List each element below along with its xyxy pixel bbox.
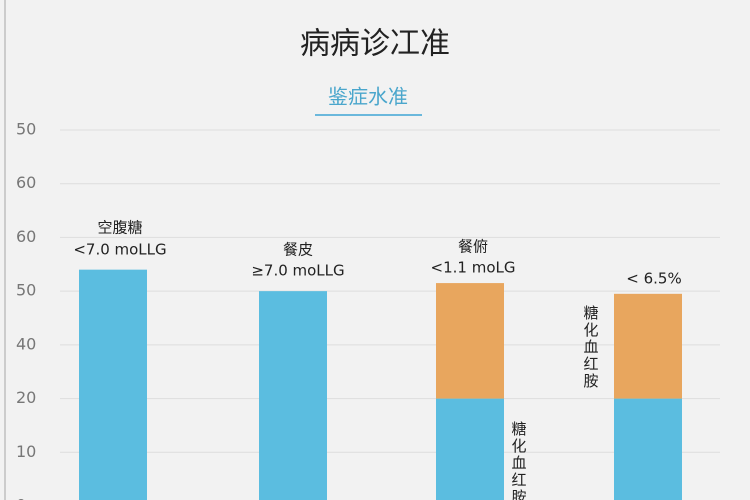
bar-segment — [614, 398, 682, 500]
annotation: <7.0 moLLG — [73, 241, 166, 259]
bar-segment — [614, 293, 682, 399]
annotation: ≥7.0 moLLG — [251, 262, 344, 280]
y-tick-label: 0 — [16, 496, 26, 500]
y-tick-label: 60 — [16, 227, 36, 246]
chart-subtitle: 鉴症水准 — [328, 85, 408, 109]
bar-segment — [259, 291, 327, 500]
annotation: < 6.5% — [626, 270, 681, 288]
chart-title: 病病诊冮准 — [300, 27, 450, 62]
annotation: 餐俯 — [458, 238, 488, 256]
annotation-vertical: 糖化血红胺 — [582, 305, 600, 390]
y-tick-label: 10 — [16, 442, 36, 461]
bar-segment — [436, 398, 504, 500]
annotation-vertical: 糖化血红胺 — [510, 421, 528, 500]
y-tick-label: 50 — [16, 120, 36, 139]
annotation: <1.1 moLG — [431, 259, 516, 277]
bar-segment — [79, 269, 147, 500]
y-tick-label: 50 — [16, 281, 36, 300]
y-tick-label: 60 — [16, 173, 36, 192]
annotation: 空腹糖 — [97, 219, 142, 237]
annotation: 餐皮 — [283, 241, 313, 259]
y-tick-label: 40 — [16, 334, 36, 353]
y-tick-label: 20 — [16, 388, 36, 407]
bar-segment — [436, 283, 504, 399]
